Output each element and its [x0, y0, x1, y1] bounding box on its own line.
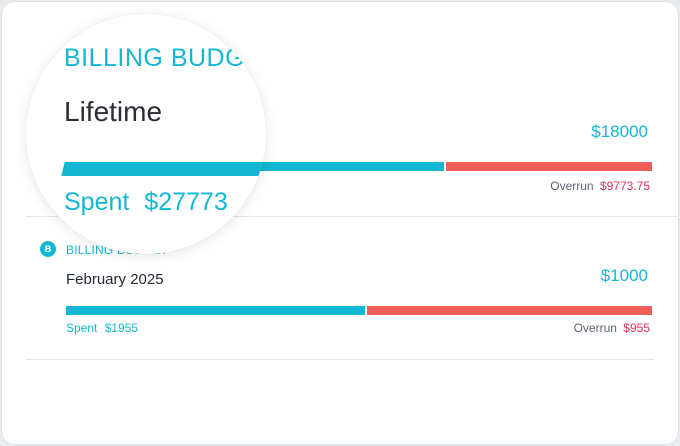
budget-kind-label: BILLING BUDGET [64, 44, 266, 72]
overrun-amount: Overrun $955 [574, 321, 650, 335]
budget-progress-bar [61, 162, 266, 176]
overrun-value: $9773.75 [599, 179, 650, 193]
spent-value: $1955 [104, 321, 139, 335]
spent-bar-segment [66, 306, 366, 315]
spent-label: Spent [66, 321, 98, 335]
spent-amount: Spent $1955 [66, 321, 138, 335]
budget-progress-bar [66, 306, 652, 315]
budget-amount: $18000 [591, 122, 648, 141]
budget-period: February 2025 [66, 271, 164, 288]
budget-amount: $1000 [600, 266, 648, 285]
overrun-label: Overrun [550, 179, 594, 193]
overrun-amount: Overrun $9773.75 [550, 179, 650, 193]
spent-label: Spent [64, 188, 130, 216]
magnifier-lens: BILLING BUDGET Lifetime Spent $27773 [26, 14, 266, 254]
divider [26, 359, 654, 360]
budget-badge-icon: B [40, 241, 56, 257]
divider [26, 216, 678, 217]
spent-value: $27773 [144, 188, 228, 216]
overrun-value: $955 [623, 321, 650, 335]
spent-amount: Spent $27773 [64, 188, 228, 217]
budget-period: Lifetime [64, 96, 163, 127]
budget-item-february-2025[interactable]: B BILLING BUDGET February 2025 $1000 Spe… [2, 217, 678, 359]
overrun-bar-segment [367, 306, 652, 315]
overrun-bar-segment [446, 162, 652, 171]
overrun-label: Overrun [573, 321, 617, 335]
